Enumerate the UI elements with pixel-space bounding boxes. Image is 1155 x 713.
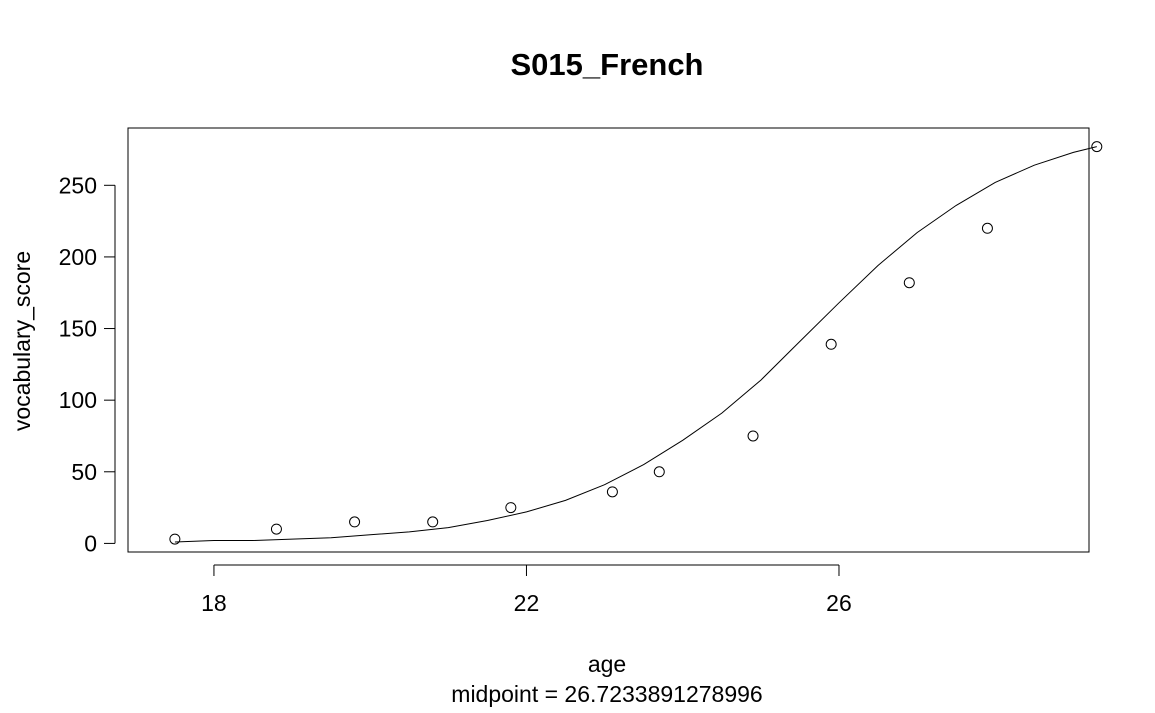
x-tick-label: 18	[201, 590, 227, 616]
chart-title: S015_French	[511, 47, 704, 82]
x-tick-label: 22	[514, 590, 540, 616]
data-point	[169, 533, 181, 545]
y-tick-label: 0	[84, 530, 97, 556]
data-point	[270, 523, 282, 535]
x-axis-subtitle: midpoint = 26.7233891278996	[451, 681, 762, 707]
y-tick-label: 100	[59, 387, 97, 413]
y-axis: 0 50 100 150 200 250	[59, 172, 116, 556]
y-axis-label: vocabulary_score	[9, 251, 35, 431]
data-point	[653, 466, 665, 478]
data-point	[1091, 141, 1103, 153]
data-point	[903, 277, 915, 289]
fit-curve	[174, 146, 1097, 543]
y-tick-label: 150	[59, 316, 97, 342]
data-point	[505, 502, 517, 514]
x-axis-label: age	[588, 651, 626, 677]
y-tick-label: 50	[71, 459, 97, 485]
plot-frame	[127, 127, 1090, 553]
data-point	[825, 338, 837, 350]
x-tick-label: 26	[826, 590, 852, 616]
data-points	[169, 141, 1103, 545]
x-axis: 18 22 26	[201, 564, 852, 616]
data-point	[606, 486, 618, 498]
data-point	[747, 430, 759, 442]
data-point	[427, 516, 439, 528]
data-point	[349, 516, 361, 528]
y-tick-label: 250	[59, 172, 97, 198]
data-point	[981, 222, 993, 234]
y-tick-label: 200	[59, 244, 97, 270]
